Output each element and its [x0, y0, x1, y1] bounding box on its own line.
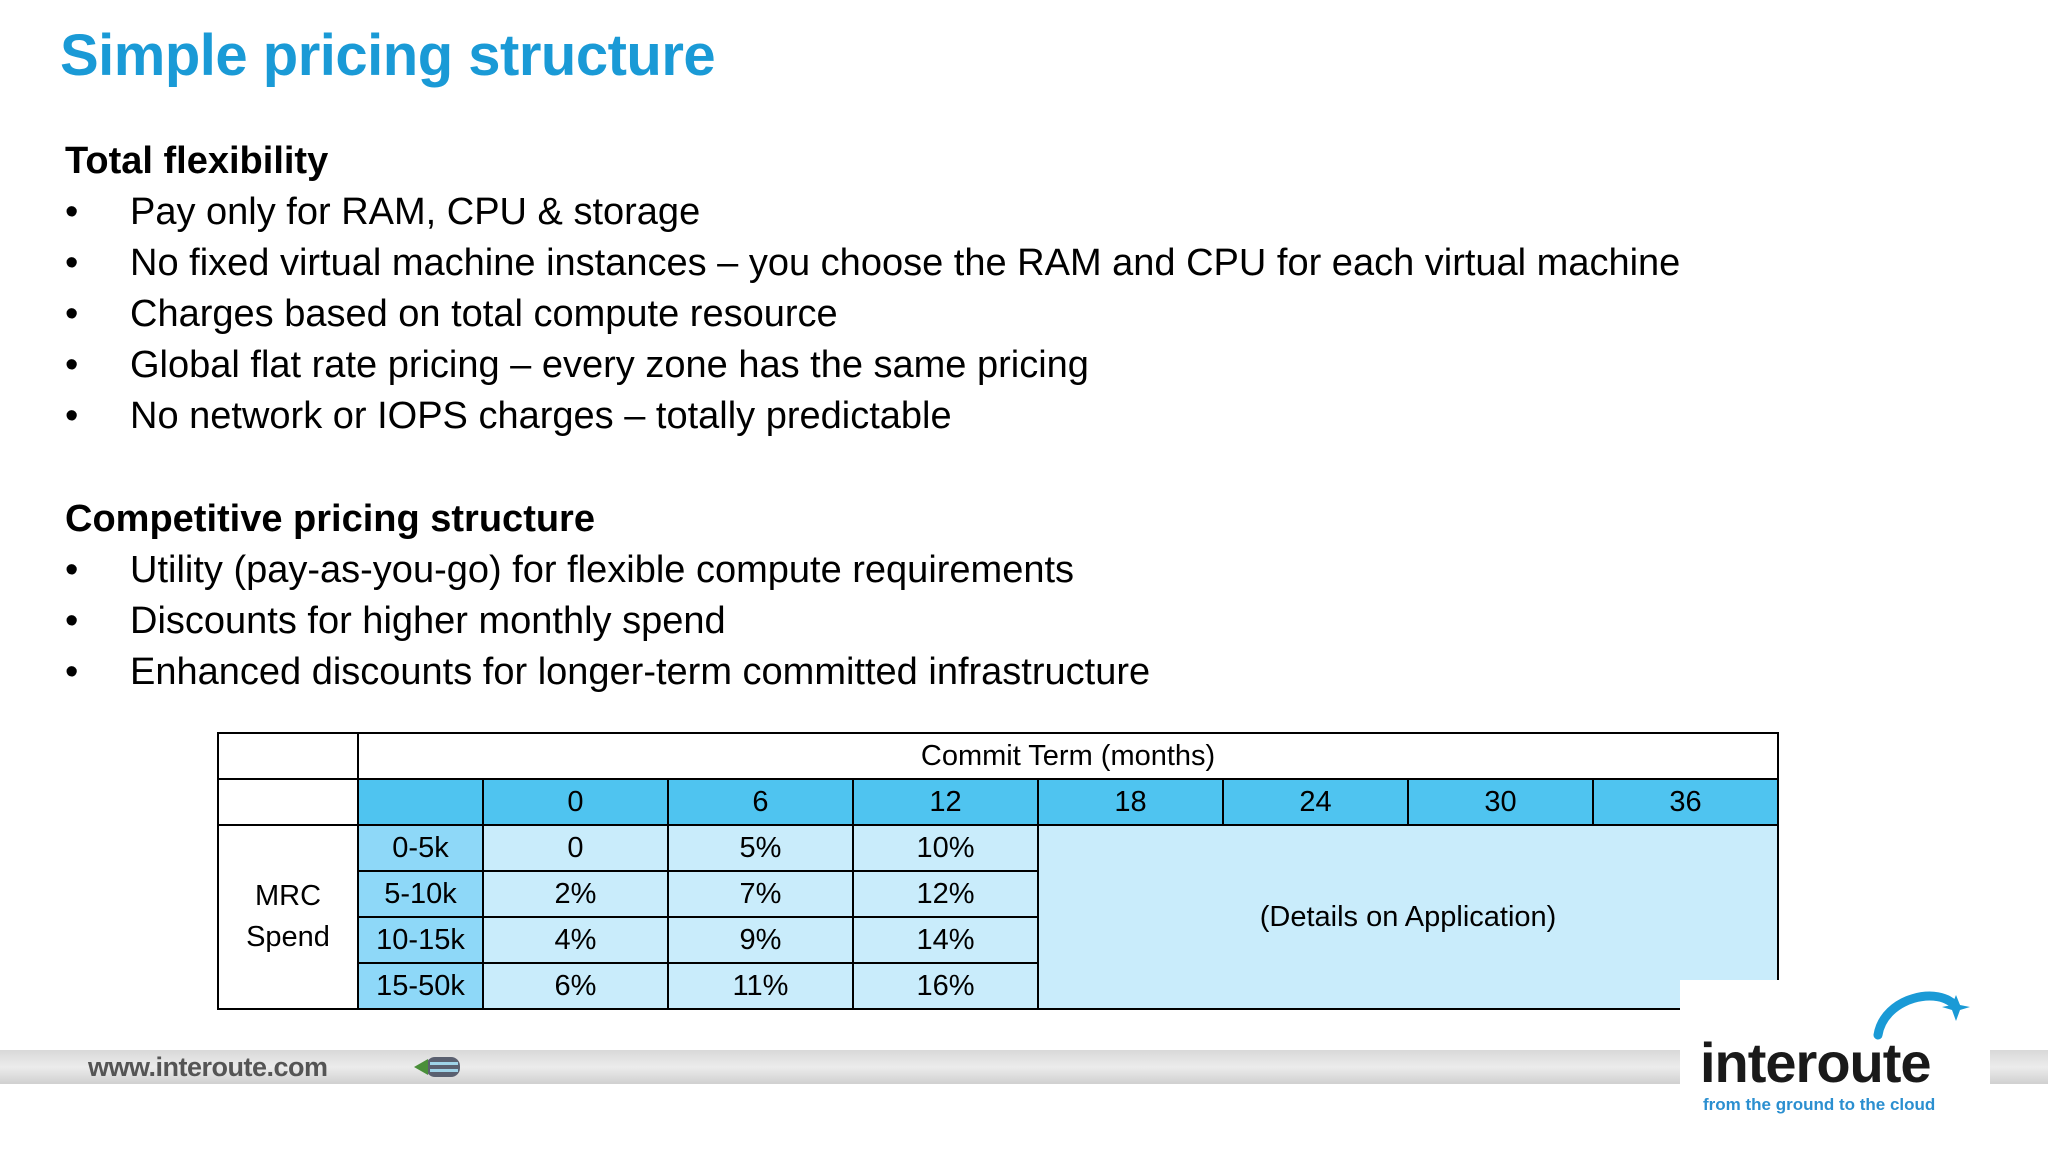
logo-tagline: from the ground to the cloud — [1703, 1095, 1936, 1114]
section-competitive-pricing: Competitive pricing structure • Utility (… — [65, 494, 1965, 698]
term-header: 6 — [667, 778, 854, 826]
discount-cell: 12% — [852, 870, 1039, 918]
section-total-flexibility: Total flexibility • Pay only for RAM, CPU… — [65, 136, 1965, 442]
list-item: • Discounts for higher monthly spend — [65, 596, 1965, 647]
term-header: 36 — [1591, 778, 1780, 826]
table-row: 15-50k 6% 11% 16% — [218, 962, 1778, 1010]
bullet-icon: • — [65, 293, 79, 335]
discount-cell: 2% — [482, 870, 669, 918]
list-item: • Utility (pay-as-you-go) for flexible co… — [65, 545, 1965, 596]
table-row: MRC Spend 0-5k 0 5% 10% (Details on Appl… — [217, 824, 1780, 1010]
arrow-left-icon — [414, 1057, 460, 1077]
details-on-application-cell: (Details on Application) — [1036, 824, 1780, 1010]
list-item: • Enhanced discounts for longer-term comm… — [65, 647, 1965, 698]
table-corner-cell — [217, 732, 359, 780]
table-row: 10-15k 4% 9% 14% — [218, 916, 1778, 964]
list-item: • No fixed virtual machine instances – yo… — [65, 238, 1965, 289]
table-corner-cell — [217, 778, 359, 826]
discount-cell: 11% — [667, 962, 854, 1010]
discount-cell: 10% — [852, 824, 1039, 872]
swoosh-star-icon — [1873, 991, 1970, 1040]
bullet-icon: • — [65, 344, 79, 386]
bullet-list: • Utility (pay-as-you-go) for flexible co… — [65, 545, 1965, 698]
discount-cell: 7% — [667, 870, 854, 918]
list-item: • Pay only for RAM, CPU & storage — [65, 187, 1965, 238]
term-header-blank — [357, 778, 484, 826]
section-heading: Competitive pricing structure — [65, 498, 595, 540]
discount-cell: 0 — [482, 824, 669, 872]
list-item: • No network or IOPS charges – totally pr… — [65, 391, 1965, 442]
bullet-icon: • — [65, 395, 79, 437]
term-header: 30 — [1407, 778, 1594, 826]
spend-band-cell: 5-10k — [357, 870, 484, 918]
logo-area — [1680, 980, 1990, 1130]
bullet-icon: • — [65, 549, 79, 591]
bullet-icon: • — [65, 651, 79, 693]
discount-cell: 6% — [482, 962, 669, 1010]
spend-band-cell: 0-5k — [357, 824, 484, 872]
bullet-list: • Pay only for RAM, CPU & storage • No fix… — [65, 187, 1965, 442]
table-row: 0 6 12 18 24 30 36 — [217, 778, 1780, 826]
discount-cell: 14% — [852, 916, 1039, 964]
section-heading: Total flexibility — [65, 140, 329, 182]
list-item: • Global flat rate pricing – every zone h… — [65, 340, 1965, 391]
term-header: 18 — [1037, 778, 1224, 826]
commit-term-header: Commit Term (months) — [356, 732, 1780, 780]
bullet-icon: • — [65, 600, 79, 642]
table-row: Commit Term (months) — [217, 732, 1780, 780]
spend-band-cell: 10-15k — [357, 916, 484, 964]
discount-cell: 4% — [482, 916, 669, 964]
footer-url[interactable]: www.interoute.com — [88, 1052, 328, 1082]
pricing-table: Commit Term (months) 0 6 12 18 24 30 36 … — [217, 732, 1780, 1010]
spend-band-cell: 15-50k — [357, 962, 484, 1010]
table-row: 5-10k 2% 7% 12% — [218, 870, 1778, 918]
discount-cell: 16% — [852, 962, 1039, 1010]
bullet-icon: • — [65, 242, 79, 284]
term-header: 12 — [852, 778, 1039, 826]
list-item: • Charges based on total compute resource — [65, 289, 1965, 340]
mrc-spend-label: MRC Spend — [217, 824, 359, 1010]
discount-cell: 5% — [667, 824, 854, 872]
term-header: 0 — [482, 778, 669, 826]
term-header: 24 — [1222, 778, 1409, 826]
discount-cell: 9% — [667, 916, 854, 964]
logo-wordmark: interoute — [1700, 1031, 1932, 1094]
bullet-icon: • — [65, 191, 79, 233]
slide-title: Simple pricing structure — [60, 23, 716, 88]
